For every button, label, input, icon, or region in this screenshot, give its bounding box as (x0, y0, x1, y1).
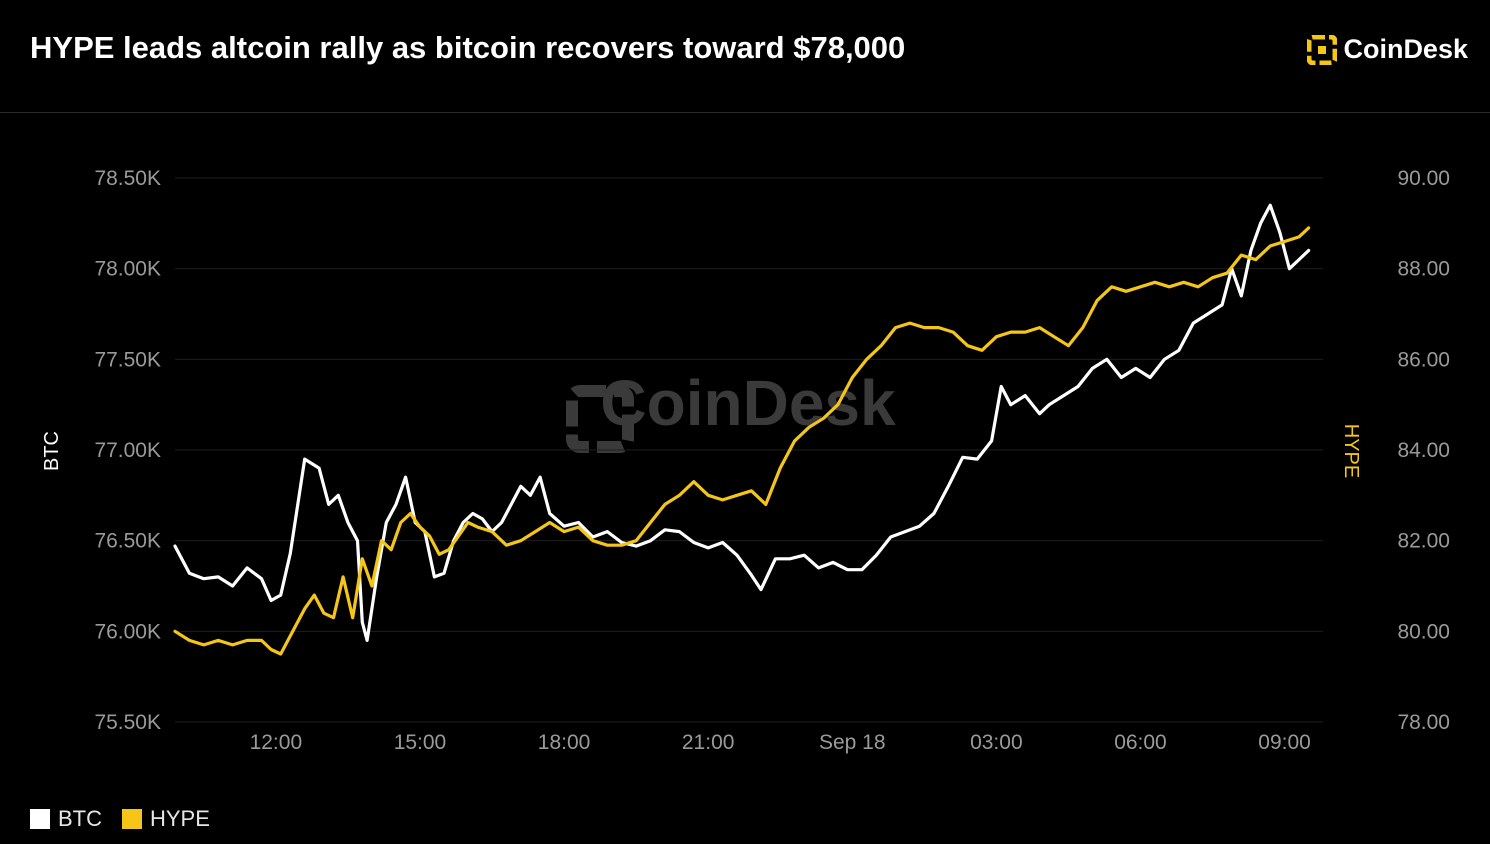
chart-legend: BTC HYPE (30, 806, 210, 832)
y-left-tick-label: 78.00K (94, 258, 161, 281)
y-right-tick-label: 90.00 (1397, 167, 1450, 190)
y-left-tick-label: 75.50K (94, 711, 161, 734)
y-right-tick-label: 84.00 (1397, 439, 1450, 462)
y-left-axis-label: BTC (41, 431, 63, 471)
y-left-tick-label: 78.50K (94, 167, 161, 190)
legend-label-hype: HYPE (150, 806, 210, 831)
x-tick-label: Sep 18 (819, 731, 886, 754)
y-left-tick-label: 76.00K (94, 620, 161, 643)
x-tick-label: 09:00 (1258, 731, 1311, 754)
y-left-tick-label: 77.00K (94, 439, 161, 462)
legend-swatch-hype (122, 809, 142, 829)
y-right-tick-label: 86.00 (1397, 348, 1450, 371)
watermark-logo-icon (566, 385, 634, 453)
x-tick-label: 06:00 (1114, 731, 1167, 754)
y-right-tick-label: 88.00 (1397, 258, 1450, 281)
y-right-tick-label: 80.00 (1397, 620, 1450, 643)
y-right-tick-label: 78.00 (1397, 711, 1450, 734)
y-right-axis-label: HYPE (1340, 424, 1362, 478)
chart-header: HYPE leads altcoin rally as bitcoin reco… (0, 0, 1490, 112)
legend-label-btc: BTC (58, 806, 102, 831)
x-tick-label: 18:00 (538, 731, 591, 754)
y-right-tick-label: 82.00 (1397, 530, 1450, 553)
line-chart: CoinDesk 75.50K 76.00K 76.50K 77.00K 77.50K 78… (41, 167, 1450, 754)
series-line-hype (173, 226, 1311, 656)
brand-logo: CoinDesk (1307, 34, 1468, 65)
header-divider (0, 112, 1490, 113)
y-left-tick-label: 76.50K (94, 530, 161, 553)
chart-title: HYPE leads altcoin rally as bitcoin reco… (30, 30, 906, 65)
y-left-tick-label: 77.50K (94, 348, 161, 371)
legend-item-btc: BTC (30, 806, 102, 832)
x-tick-label: 15:00 (394, 731, 447, 754)
brand-name: CoinDesk (1343, 34, 1468, 64)
x-tick-label: 12:00 (250, 731, 303, 754)
x-tick-label: 03:00 (970, 731, 1023, 754)
coindesk-logo-icon (1307, 34, 1338, 65)
watermark-text: CoinDesk (600, 367, 896, 439)
legend-swatch-btc (30, 809, 50, 829)
legend-item-hype: HYPE (122, 806, 210, 832)
x-tick-label: 21:00 (682, 731, 735, 754)
